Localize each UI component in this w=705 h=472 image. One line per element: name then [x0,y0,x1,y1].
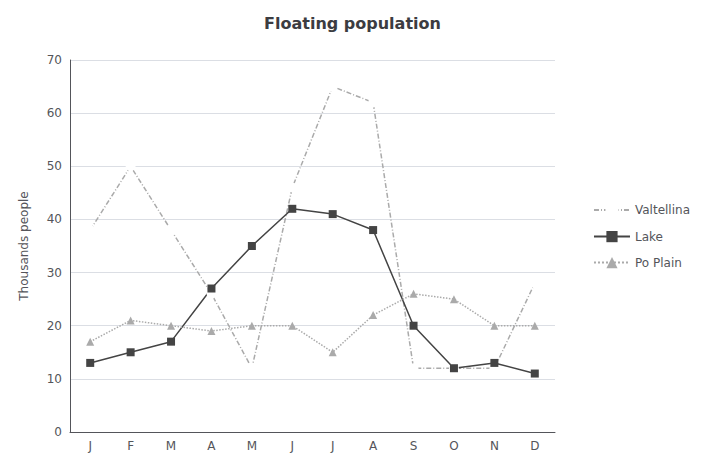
svg-text:F: F [127,439,134,453]
svg-text:60: 60 [47,106,62,120]
svg-text:S: S [410,439,418,453]
svg-text:Lake: Lake [635,230,663,244]
svg-text:50: 50 [47,159,62,173]
svg-text:D: D [530,439,539,453]
svg-text:40: 40 [47,212,62,226]
svg-text:M: M [247,439,257,453]
svg-text:70: 70 [47,53,62,67]
svg-text:A: A [369,439,378,453]
svg-text:N: N [490,439,499,453]
svg-text:30: 30 [47,266,62,280]
svg-text:J: J [290,439,295,453]
svg-text:M: M [166,439,176,453]
svg-text:J: J [330,439,335,453]
svg-text:20: 20 [47,319,62,333]
svg-text:A: A [207,439,216,453]
svg-text:10: 10 [47,372,62,386]
svg-text:O: O [449,439,458,453]
svg-text:Valtellina: Valtellina [635,203,690,217]
svg-text:Floating population: Floating population [264,14,441,33]
svg-text:J: J [87,439,92,453]
svg-text:0: 0 [54,425,62,439]
svg-text:Thousands people: Thousands people [17,191,31,301]
svg-text:Po Plain: Po Plain [635,256,682,270]
